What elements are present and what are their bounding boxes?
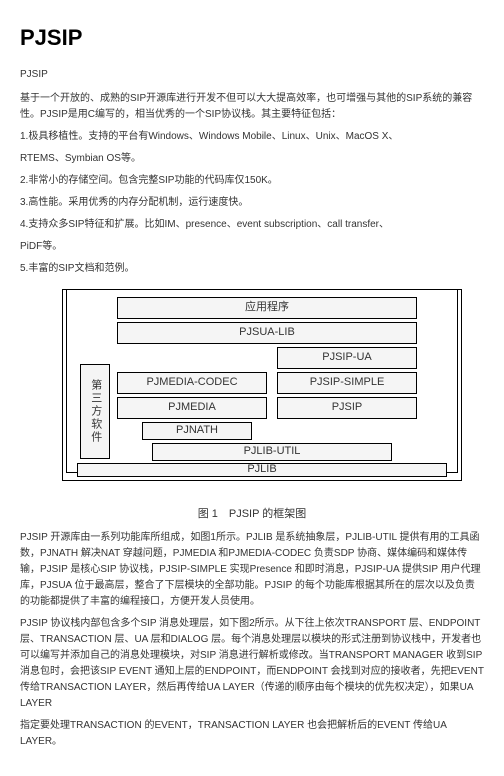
box-pjsip-simple: PJSIP-SIMPLE xyxy=(277,372,417,394)
box-pjmedia-codec: PJMEDIA-CODEC xyxy=(117,372,267,394)
box-pjsip: PJSIP xyxy=(277,397,417,419)
box-pjsip-ua: PJSIP-UA xyxy=(277,347,417,369)
subtitle: PJSIP xyxy=(20,67,484,83)
box-third-party: 第三方软件 xyxy=(80,364,110,459)
box-pjlib-util: PJLIB-UTIL xyxy=(152,443,392,461)
box-pjnath: PJNATH xyxy=(142,422,252,440)
box-pjmedia: PJMEDIA xyxy=(117,397,267,419)
point-5: 5.丰富的SIP文档和范例。 xyxy=(20,261,484,277)
point-4: 4.支持众多SIP特征和扩展。比如IM、presence、event subsc… xyxy=(20,217,484,233)
paragraph-3: 指定要处理TRANSACTION 的EVENT，TRANSACTION LAYE… xyxy=(20,718,484,750)
diagram-caption: 图 1 PJSIP 的框架图 xyxy=(20,506,484,524)
architecture-diagram: 应用程序 PJSUA-LIB PJSIP-UA PJMEDIA-CODEC PJ… xyxy=(32,289,472,494)
point-1: 1.极具移植性。支持的平台有Windows、Windows Mobile、Lin… xyxy=(20,129,484,145)
point-4b: PiDF等。 xyxy=(20,239,484,255)
box-app: 应用程序 xyxy=(117,297,417,319)
paragraph-1: PJSIP 开源库由一系列功能库所组成，如图1所示。PJLIB 是系统抽象层，P… xyxy=(20,530,484,610)
paragraph-2: PJSIP 协议栈内部包含多个SIP 消息处理层，如下图2所示。从下往上依次TR… xyxy=(20,616,484,712)
point-3: 3.高性能。采用优秀的内存分配机制，运行速度快。 xyxy=(20,195,484,211)
box-pjlib: PJLIB xyxy=(77,463,447,477)
intro-text: 基于一个开放的、成熟的SIP开源库进行开发不但可以大大提高效率，也可增强与其他的… xyxy=(20,91,484,123)
point-1b: RTEMS、Symbian OS等。 xyxy=(20,151,484,167)
page-title: PJSIP xyxy=(20,20,484,55)
point-2: 2.非常小的存储空间。包含完整SIP功能的代码库仅150K。 xyxy=(20,173,484,189)
box-pjsua-lib: PJSUA-LIB xyxy=(117,322,417,344)
